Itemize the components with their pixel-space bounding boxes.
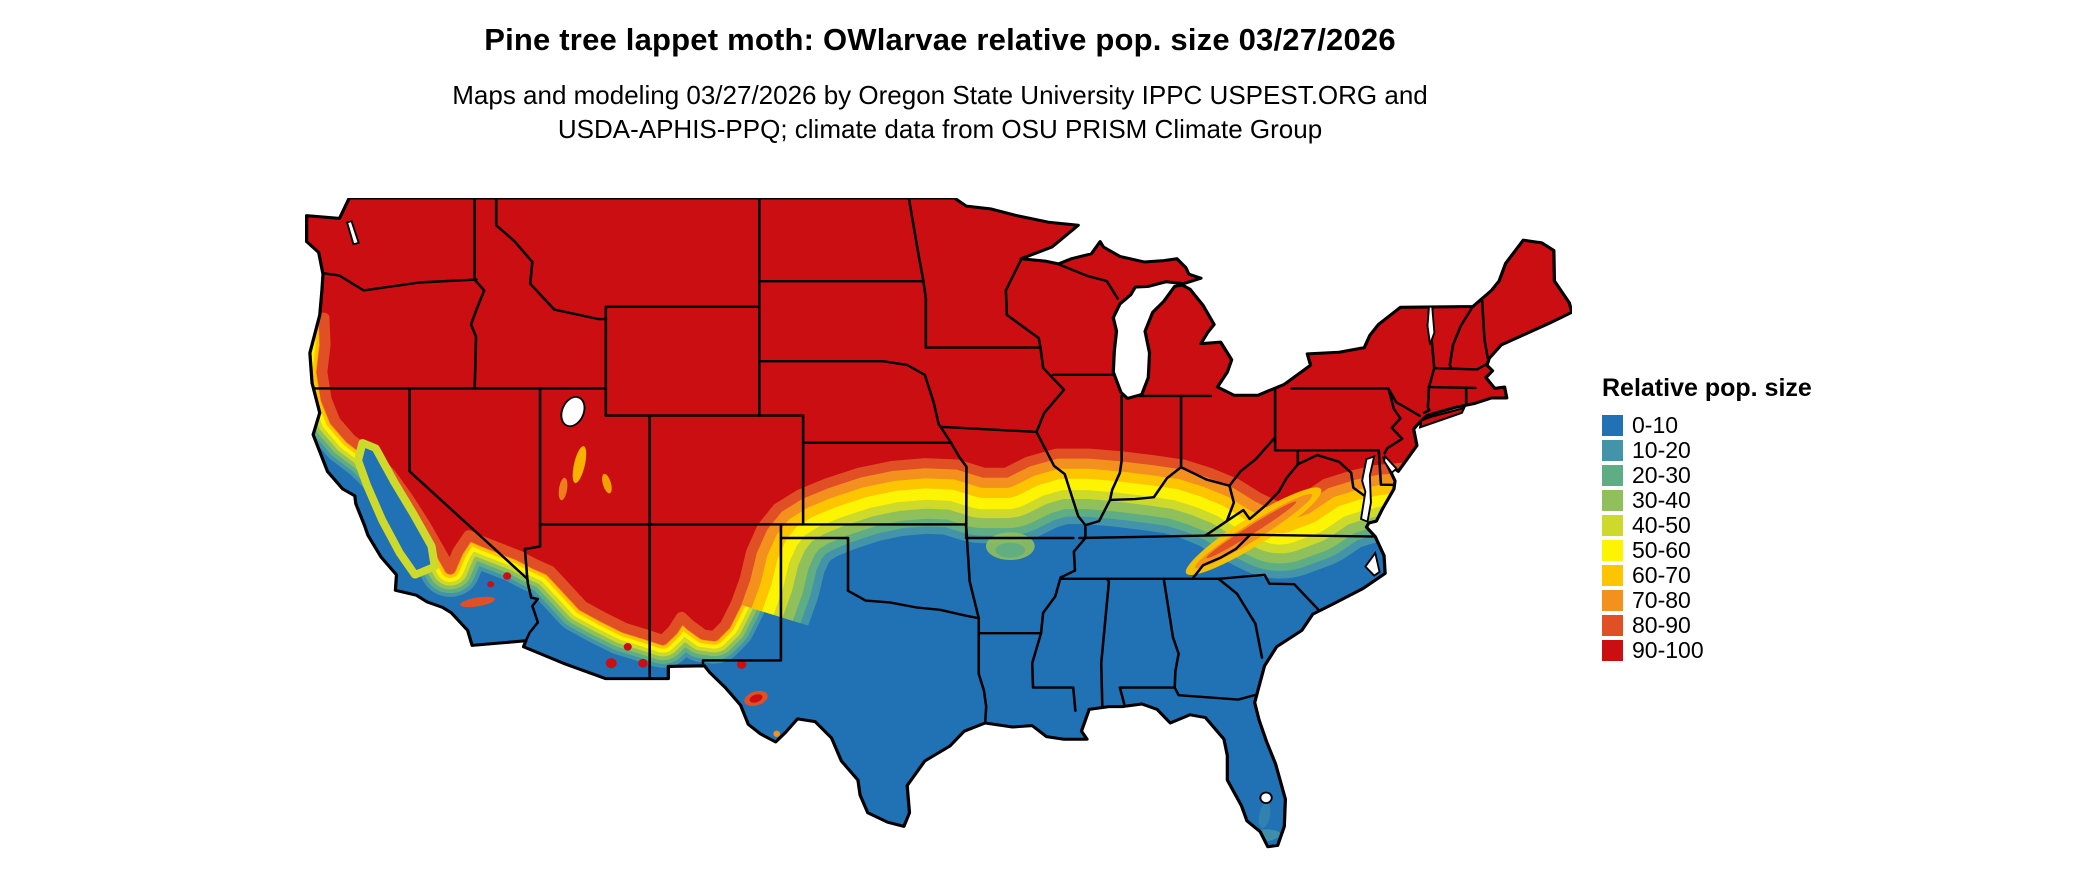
legend-label: 60-70 [1632, 562, 1691, 588]
legend-swatch [1602, 590, 1623, 611]
legend-label: 70-80 [1632, 587, 1691, 613]
legend-label: 90-100 [1632, 637, 1704, 663]
legend-label: 40-50 [1632, 512, 1691, 538]
map-title: Pine tree lappet moth: OWlarvae relative… [484, 22, 1396, 57]
us-choropleth-svg [305, 198, 1572, 849]
legend-swatch [1602, 540, 1623, 561]
legend-swatch [1602, 515, 1623, 536]
long-island [1418, 406, 1466, 429]
legend-swatch [1602, 440, 1623, 461]
legend-item: 10-20 [1602, 437, 1882, 463]
legend-title: Relative pop. size [1602, 374, 1812, 402]
water-bodies [345, 220, 1436, 804]
legend-swatch [1602, 415, 1623, 436]
map-subtitle-line1: Maps and modeling 03/27/2026 by Oregon S… [452, 80, 1428, 110]
legend-item: 30-40 [1602, 487, 1882, 513]
legend-item: 60-70 [1602, 562, 1882, 588]
title-block: Pine tree lappet moth: OWlarvae relative… [0, 22, 1880, 146]
state-borders [311, 198, 1489, 723]
us-outline [305, 198, 1572, 849]
legend-swatch [1602, 615, 1623, 636]
legend-entries: 0-10 10-20 20-30 30-40 40-50 50-60 60-70 70-80 8… [1602, 412, 1882, 663]
legend-item: 90-100 [1602, 637, 1882, 663]
legend-swatch [1602, 565, 1623, 586]
legend-label: 0-10 [1632, 412, 1679, 438]
legend-swatch [1602, 465, 1623, 486]
legend-item: 50-60 [1602, 537, 1882, 563]
us-map [300, 198, 1572, 878]
legend-swatch [1602, 640, 1623, 661]
legend-item: 40-50 [1602, 512, 1882, 538]
legend-item: 20-30 [1602, 462, 1882, 488]
map-subtitle: Maps and modeling 03/27/2026 by Oregon S… [0, 78, 1880, 146]
legend-label: 10-20 [1632, 437, 1691, 463]
legend-label: 30-40 [1632, 487, 1691, 513]
legend-label: 20-30 [1632, 462, 1691, 488]
legend-label: 50-60 [1632, 537, 1691, 563]
legend-swatch [1602, 490, 1623, 511]
population-fill-layers [306, 198, 1572, 847]
legend-item: 0-10 [1602, 412, 1882, 438]
legend-item: 70-80 [1602, 587, 1882, 613]
legend-label: 80-90 [1632, 612, 1691, 638]
legend: Relative pop. size 0-10 10-20 20-30 30-40 40… [1602, 374, 1882, 663]
map-subtitle-line2: USDA-APHIS-PPQ; climate data from OSU PR… [557, 114, 1323, 144]
legend-item: 80-90 [1602, 612, 1882, 638]
